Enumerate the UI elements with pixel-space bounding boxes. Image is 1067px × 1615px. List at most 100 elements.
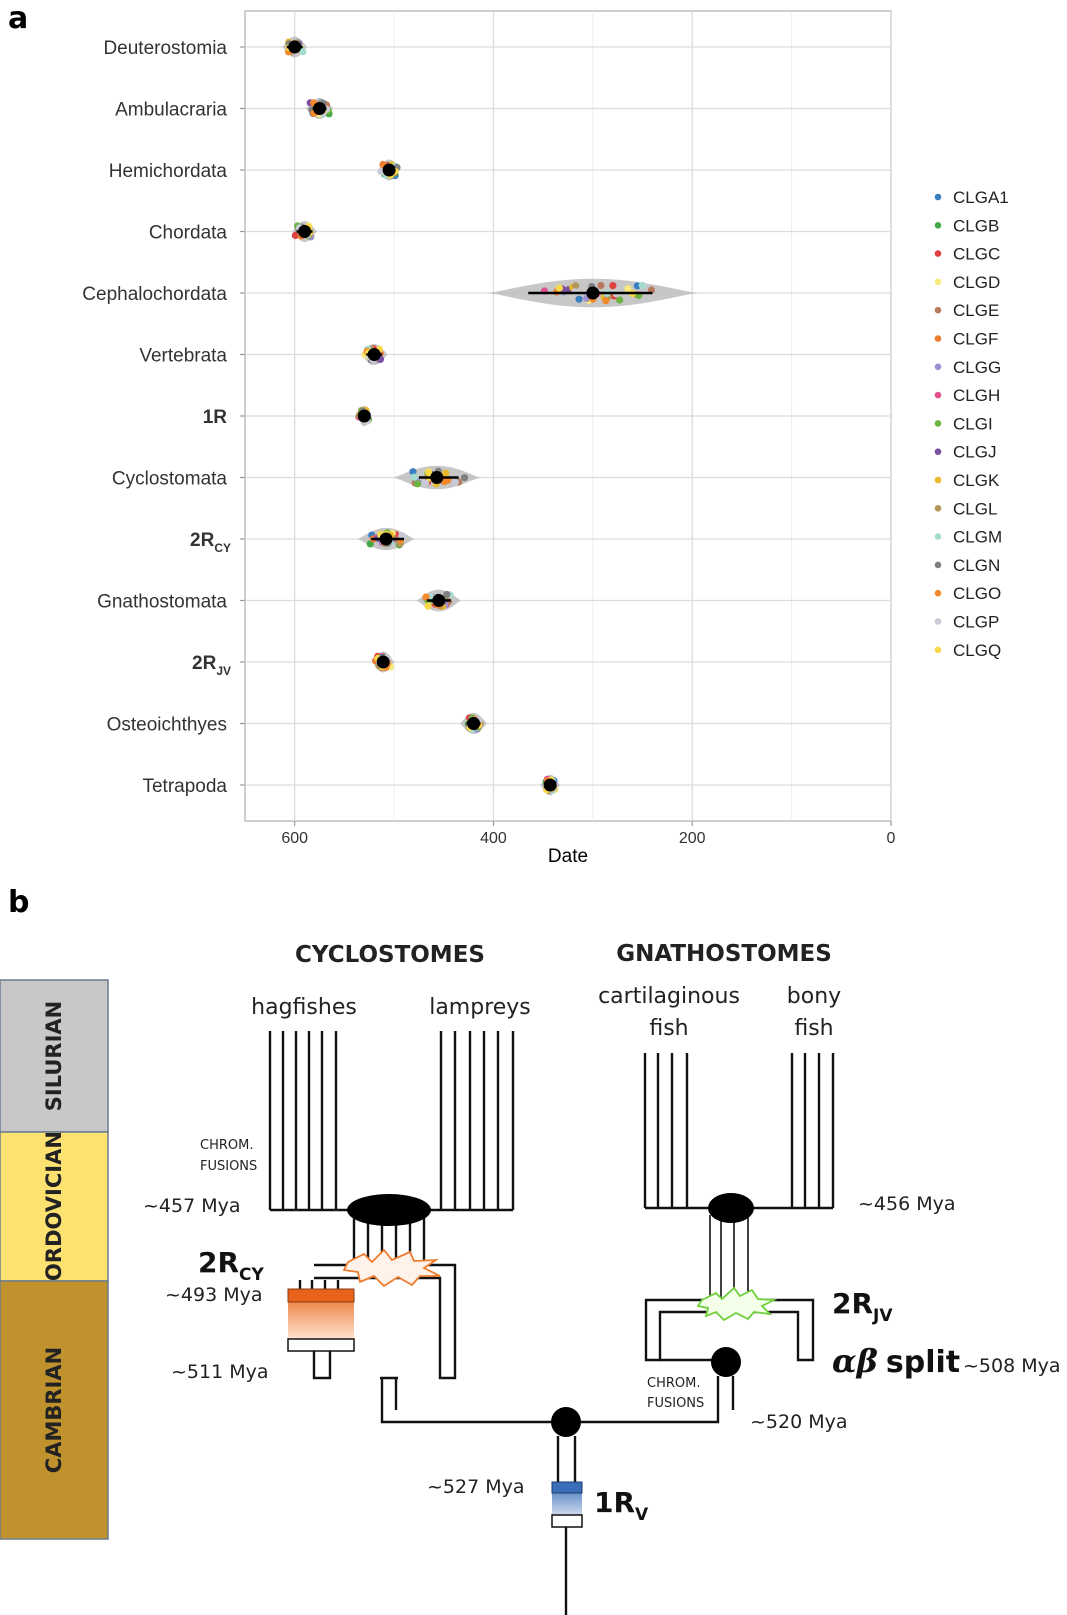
legend-swatch (934, 448, 942, 456)
gridlines (245, 11, 892, 821)
chrom-fusions-cy-1: CHROM. (200, 1138, 253, 1153)
data-point (555, 284, 564, 292)
date-508: ~508 Mya (963, 1355, 1061, 1377)
median-point (379, 532, 393, 546)
date-493: ~493 Mya (165, 1284, 263, 1306)
tree-branch (380, 1378, 566, 1424)
data-point (443, 590, 451, 599)
legend-label: CLGL (953, 499, 997, 518)
legend-swatch (934, 618, 942, 625)
clade-label: Chordata (149, 223, 228, 244)
x-tick-label: 200 (679, 830, 706, 847)
data-point (410, 473, 418, 481)
burst-green (696, 1286, 778, 1322)
data-point (609, 282, 617, 290)
cartilaginous-fish-label: fish (649, 1016, 688, 1041)
data-point (422, 479, 430, 487)
legend-swatch (934, 363, 942, 371)
legend-label: CLGK (953, 471, 1000, 490)
legend-label: CLGB (953, 216, 999, 235)
legend-label: CLGQ (953, 641, 1001, 660)
legend-swatch (934, 391, 942, 399)
period-cambrian-label: CAMBRIAN (42, 1347, 66, 1473)
clade-label: Tetrapoda (142, 776, 227, 797)
legend-swatch (934, 250, 942, 257)
data-point (575, 295, 583, 303)
date-520: ~520 Mya (750, 1411, 848, 1433)
median-point (382, 163, 396, 177)
legend-label: CLGH (953, 386, 1000, 405)
date-511: ~511 Mya (171, 1361, 269, 1383)
date-457: ~457 Mya (143, 1195, 241, 1217)
node-ab-split (711, 1347, 741, 1377)
period-silurian-label: SILURIAN (42, 1001, 66, 1111)
median-point (288, 40, 302, 54)
cartilaginous-label: cartilaginous (598, 984, 740, 1009)
median-point (543, 778, 557, 792)
data-point (413, 480, 422, 488)
clade-label: Hemichordata (109, 161, 228, 182)
wgd-band-cy (287, 1288, 355, 1303)
data-point (424, 602, 432, 610)
data-point (624, 285, 632, 293)
period-ordovician (0, 1131, 109, 1282)
data-point (451, 478, 459, 486)
clade-label: Vertebrata (139, 346, 227, 367)
timeline-diagram: b SILURIAN ORDOVICIAN CAMBRIAN CYCLOSTOM… (0, 885, 1061, 1615)
wgd-band-1r (551, 1481, 583, 1494)
bony-fish-label: fish (794, 1016, 833, 1041)
hagfishes-label: hagfishes (251, 995, 357, 1020)
legend-label: CLGE (953, 301, 999, 320)
legend-swatch (934, 278, 942, 286)
legend-label: CLGI (953, 414, 993, 433)
median-point (313, 102, 327, 115)
clade-label: 2RCY (190, 530, 231, 555)
data-point (616, 296, 624, 304)
median-point (430, 471, 444, 484)
wgd-base-1r (551, 1514, 583, 1528)
legend-swatch (934, 222, 942, 229)
legend-label: CLGG (953, 358, 1001, 377)
x-tick-label: 600 (281, 830, 308, 847)
legend-label: CLGD (953, 273, 1000, 292)
x-tick-label: 400 (480, 830, 507, 847)
legend-swatch (934, 646, 942, 654)
bony-label: bony (787, 984, 841, 1009)
median-point (298, 225, 312, 238)
median-point (467, 717, 481, 730)
data-point (442, 469, 450, 477)
x-ticks: 600 400 200 0 (281, 821, 896, 847)
legend-swatch (934, 505, 942, 512)
panel-b-letter: b (8, 885, 29, 920)
clade-label: Gnathostomata (97, 592, 227, 613)
legend-swatch (934, 533, 942, 540)
period-ordovician-label: ORDOVICIAN (42, 1131, 66, 1281)
data-point (299, 48, 307, 56)
legend-label: CLGA1 (953, 188, 1009, 207)
tree-branch (312, 1351, 332, 1380)
event-2rcy: 2RCY (198, 1246, 265, 1285)
panel-a-letter: a (8, 1, 28, 36)
data-point (398, 532, 406, 540)
date-chart: Deuterostomia Ambulacraria Hemichordata Cho… (82, 10, 1009, 867)
event-ab-split: αβ split (832, 1342, 960, 1380)
median-point (357, 409, 371, 423)
data-point (602, 297, 610, 305)
x-tick-label: 0 (887, 830, 896, 847)
legend-swatch (934, 335, 942, 342)
legend-label: CLGP (953, 613, 999, 632)
node-cyclostome-crown (347, 1194, 431, 1226)
data-point (291, 231, 299, 239)
period-cambrian (0, 1280, 109, 1540)
median-point (367, 348, 381, 361)
median-point (586, 286, 600, 300)
data-point (597, 281, 605, 290)
wgd-base-cy (287, 1338, 355, 1352)
legend-swatch (934, 476, 942, 484)
clade-labels: Deuterostomia Ambulacraria Hemichordata Cho… (82, 38, 245, 797)
median-point (432, 594, 446, 607)
clade-label: Cephalochordata (82, 284, 227, 305)
data-point (638, 281, 646, 289)
legend-swatch (934, 306, 942, 314)
